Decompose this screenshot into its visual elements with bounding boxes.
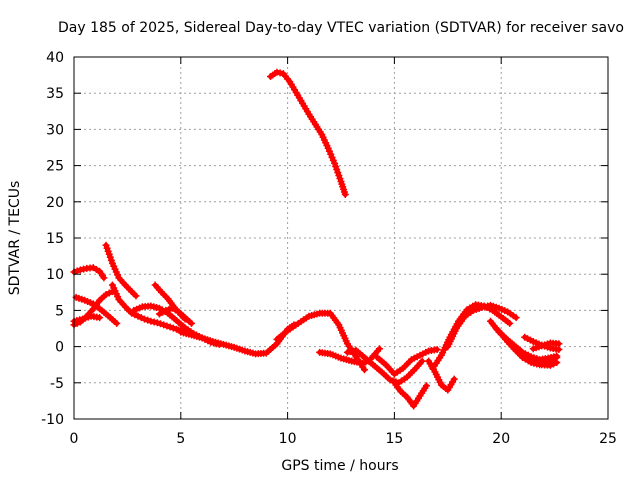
x-axis-label: GPS time / hours: [281, 458, 398, 474]
y-tick-label: 0: [55, 340, 64, 356]
y-axis-label: SDTVAR / TECUs: [7, 181, 23, 296]
data-point: [165, 305, 173, 313]
series-arc-bump-c: [155, 304, 195, 327]
data-point: [450, 375, 458, 383]
data-point: [105, 289, 113, 297]
x-tick-label: 25: [599, 431, 617, 447]
y-tick-label: 35: [46, 86, 64, 102]
series-arc-early-b: [72, 293, 121, 327]
x-axis: 0 5 10 15 20 25: [70, 57, 617, 447]
y-tick-label: 15: [46, 231, 64, 247]
y-tick-label: 25: [46, 159, 64, 175]
data-point: [375, 345, 383, 353]
y-axis: -10 -5 0 5 10 15 20 25 30 35 40: [41, 50, 608, 428]
data-point: [144, 316, 152, 324]
data-point: [163, 322, 171, 330]
y-tick-label: 5: [55, 303, 64, 319]
data-point: [169, 324, 177, 332]
series-trail: [268, 69, 348, 198]
data-series: [70, 68, 563, 410]
data-point: [422, 382, 430, 390]
data-point: [100, 274, 108, 282]
data-point: [96, 314, 104, 322]
x-tick-label: 15: [385, 431, 403, 447]
series-arc-fall-c: [501, 335, 561, 369]
series-arc-high: [267, 68, 349, 199]
data-point: [73, 267, 81, 275]
data-point: [187, 319, 195, 327]
data-point: [512, 314, 520, 322]
data-point: [162, 306, 170, 314]
data-point: [341, 191, 349, 199]
series-arc-scatter-b: [373, 345, 441, 378]
grid: [74, 57, 608, 419]
data-point: [358, 359, 366, 367]
series-arc-early-high: [70, 264, 108, 282]
series-arc-scatter-a: [343, 346, 426, 387]
series-arc-scatter-c: [390, 379, 430, 410]
series-arc-scatter-d: [425, 357, 458, 394]
data-point: [166, 323, 174, 331]
series-arc-falling: [108, 281, 185, 335]
data-point: [555, 340, 563, 348]
y-tick-label: 10: [46, 267, 64, 283]
x-tick-label: 10: [279, 431, 297, 447]
data-point: [553, 353, 561, 361]
x-tick-label: 0: [70, 431, 79, 447]
data-point: [153, 319, 161, 327]
series-arc-end-b: [529, 339, 563, 353]
data-point: [132, 292, 140, 300]
series-arc-peak-14: [102, 241, 140, 300]
series-arc-rise-b: [444, 301, 520, 351]
series-arc-mid-long: [177, 321, 298, 358]
data-point: [157, 320, 165, 328]
data-point: [433, 345, 441, 353]
data-point: [134, 312, 142, 320]
x-tick-label: 20: [492, 431, 510, 447]
data-point: [102, 290, 110, 298]
y-tick-label: 30: [46, 122, 64, 138]
data-point: [113, 319, 121, 327]
data-point: [506, 319, 514, 327]
y-tick-label: 40: [46, 50, 64, 66]
series-arc-early-c: [70, 312, 104, 325]
data-point: [140, 315, 148, 323]
series-arc-mid-low: [316, 345, 383, 367]
data-point: [137, 314, 145, 322]
data-point: [418, 357, 426, 365]
data-point: [360, 366, 368, 374]
data-point: [160, 321, 168, 329]
y-tick-label: -10: [41, 412, 64, 428]
y-tick-label: 20: [46, 195, 64, 211]
chart-title: Day 185 of 2025, Sidereal Day-to-day VTE…: [58, 20, 624, 36]
x-tick-label: 5: [176, 431, 185, 447]
y-tick-label: -5: [50, 376, 64, 392]
